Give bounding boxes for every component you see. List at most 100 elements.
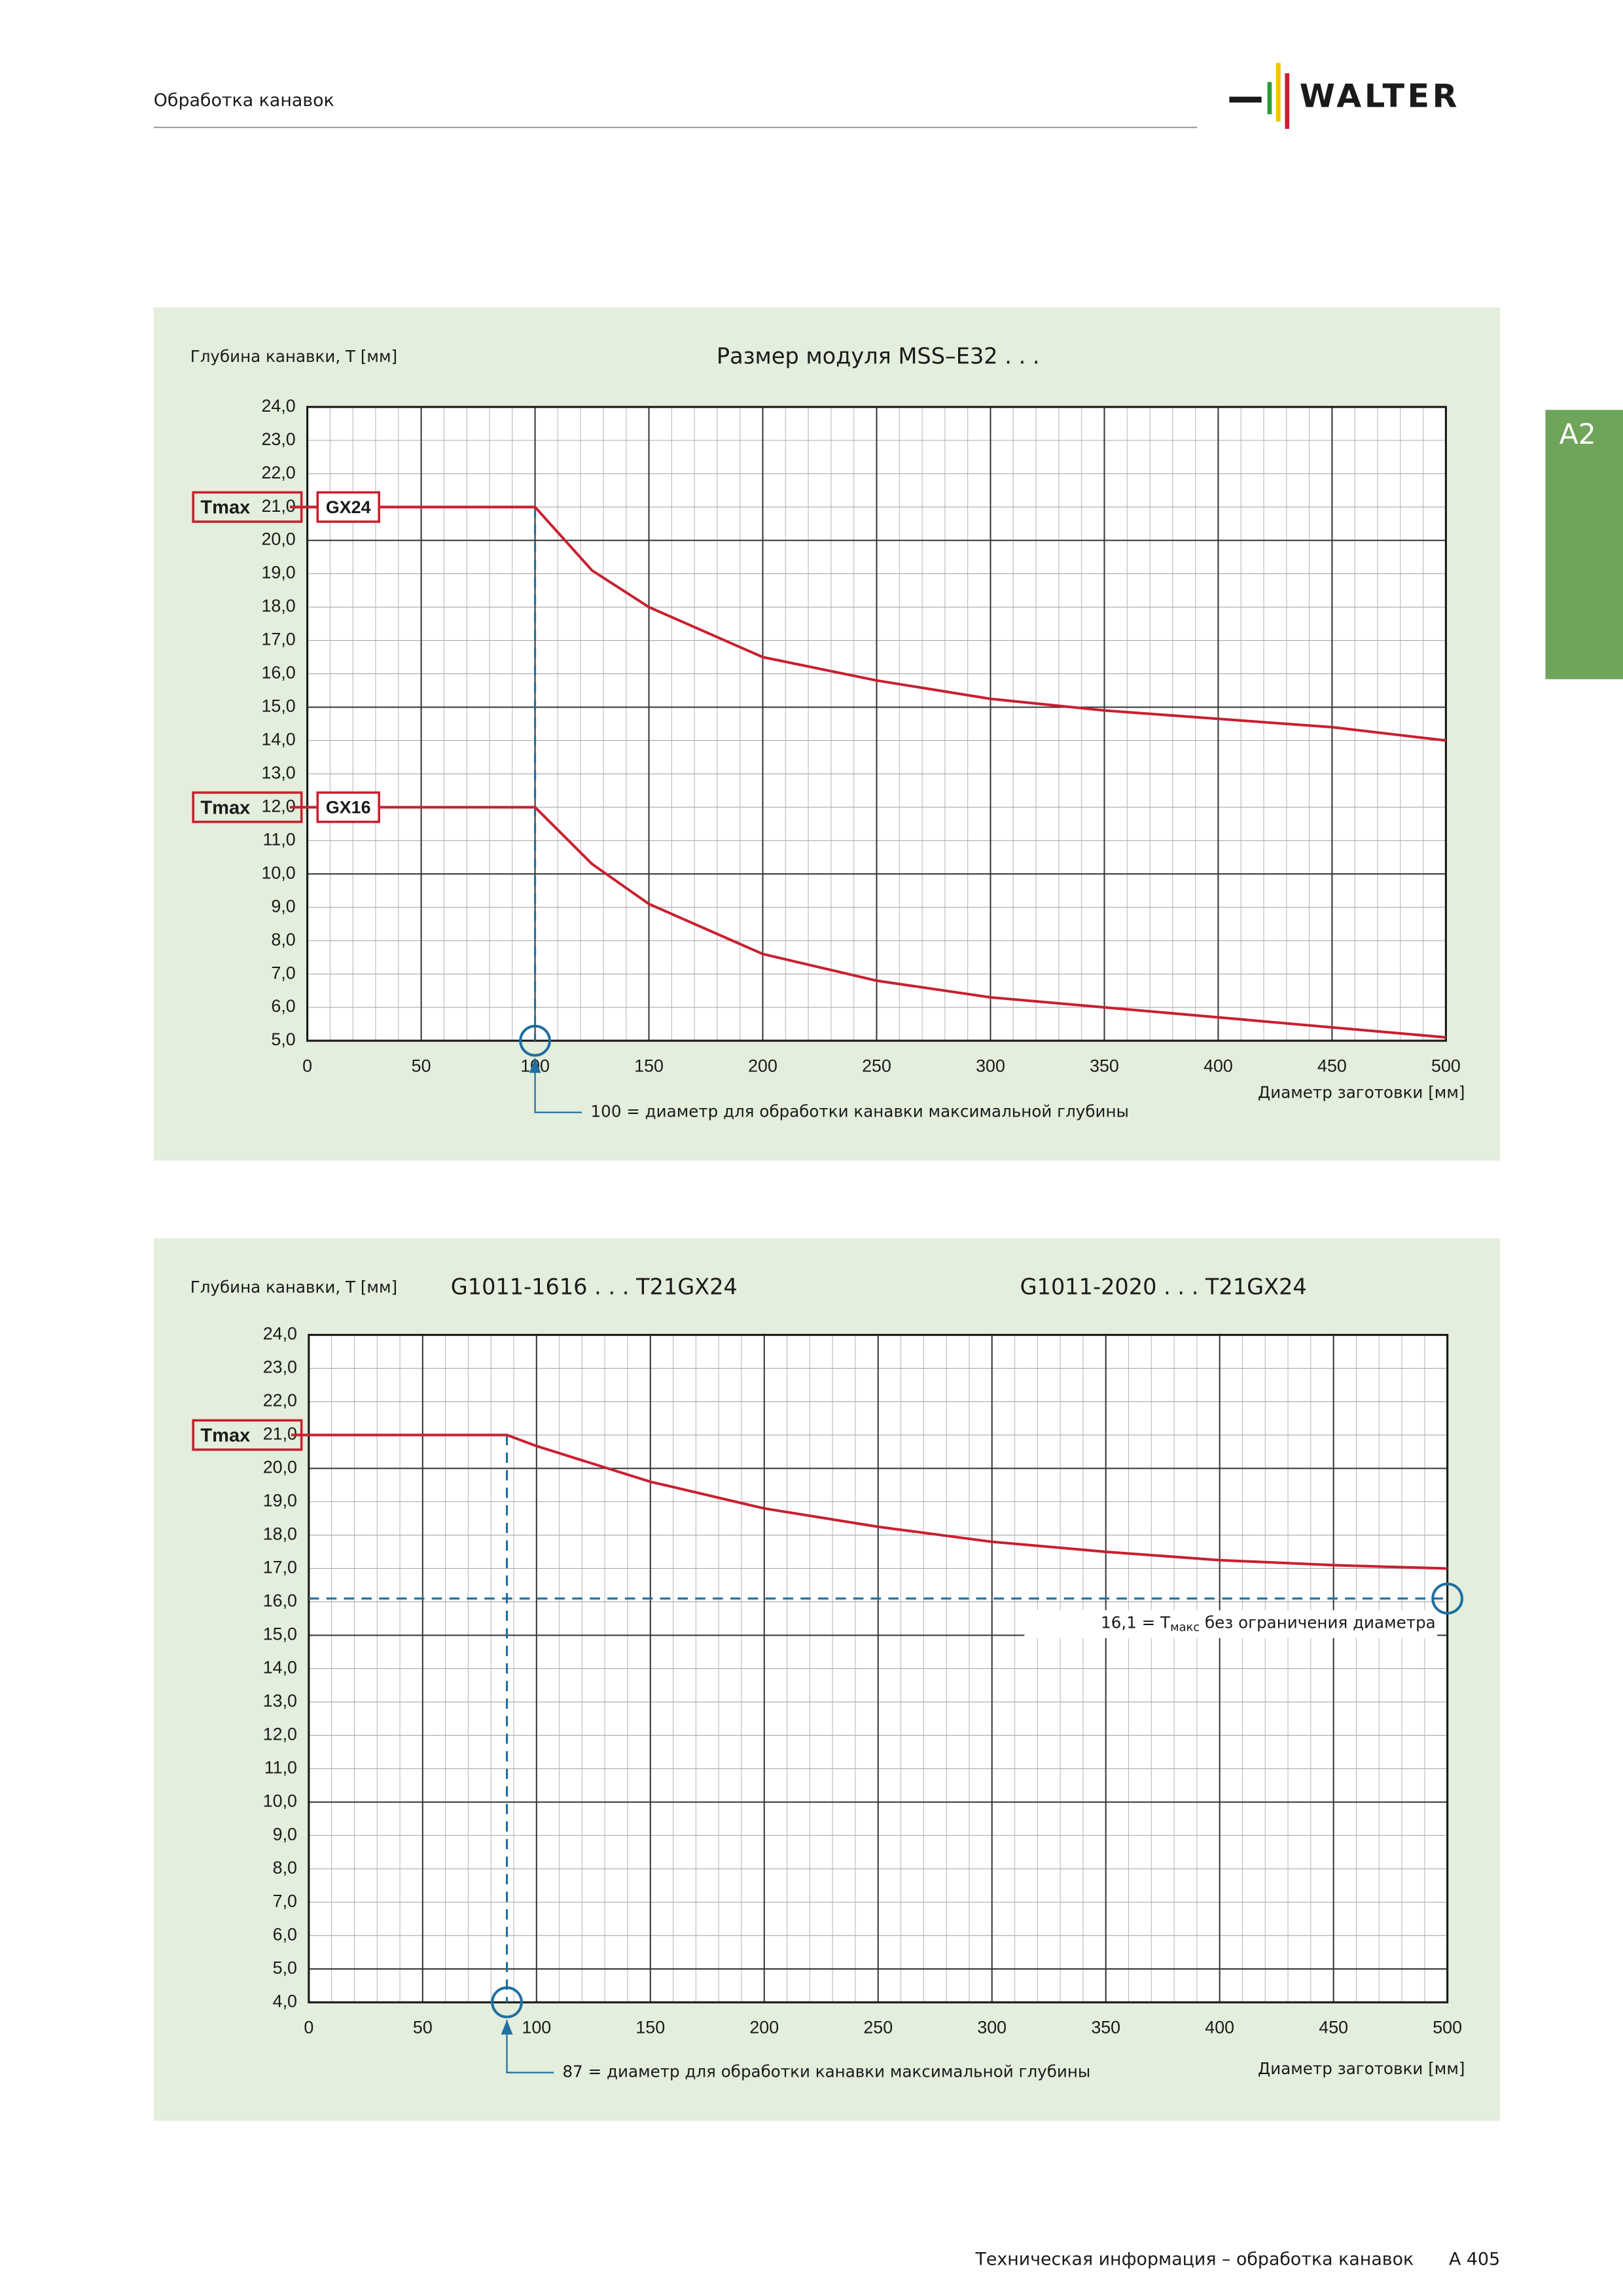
- y-tick-label: 9,0: [271, 896, 295, 916]
- x-tick-label: 250: [863, 2018, 893, 2037]
- tmax-label: Tmax: [200, 797, 250, 818]
- x-tick-label: 400: [1204, 1056, 1233, 1075]
- series-label: GX24: [326, 497, 371, 517]
- y-tick-label: 18,0: [262, 596, 296, 616]
- x-tick-label: 500: [1433, 2018, 1462, 2037]
- x-tick-label: 350: [1090, 1056, 1119, 1075]
- arrow-head: [501, 2020, 513, 2035]
- y-tick-label: 8,0: [271, 929, 295, 949]
- reference-marker: [519, 1024, 551, 1057]
- y-tick-label: 17,0: [263, 1558, 297, 1577]
- arrow-head: [529, 1058, 541, 1073]
- y-tick-label: 24,0: [262, 396, 296, 416]
- y-tick-label: 12,0: [263, 1725, 297, 1744]
- x-tick-label: 50: [413, 2018, 433, 2037]
- x-tick-label: 350: [1091, 2018, 1120, 2037]
- x-tick-label: 200: [749, 2018, 779, 2037]
- x-axis-title: Диаметр заготовки [мм]: [1258, 2059, 1465, 2078]
- x-tick-label: 400: [1205, 2018, 1234, 2037]
- tmax-label: Tmax: [200, 497, 250, 518]
- y-axis-title: Глубина канавки, T [мм]: [190, 1278, 397, 1297]
- y-tick-label: 13,0: [263, 1691, 297, 1711]
- reference-marker: [1431, 1582, 1464, 1615]
- y-tick-label: 23,0: [263, 1357, 297, 1377]
- y-tick-label: 7,0: [273, 1891, 297, 1910]
- y-tick-label: 16,0: [262, 663, 296, 683]
- y-tick-label: 22,0: [262, 463, 296, 482]
- y-tick-label: 13,0: [262, 762, 296, 782]
- y-tick-label: 18,0: [263, 1524, 297, 1544]
- y-tick-label: 19,0: [262, 563, 296, 583]
- x-axis-title: Диаметр заготовки [мм]: [1258, 1083, 1465, 1102]
- data-line: [307, 505, 1446, 742]
- side-tab-label: A2: [1560, 419, 1596, 451]
- y-tick-label: 22,0: [263, 1391, 297, 1410]
- y-tick-label: 23,0: [262, 429, 296, 449]
- x-tick-label: 100: [522, 2018, 551, 2037]
- page-number: A 405: [1449, 2249, 1500, 2269]
- y-tick-label: 20,0: [263, 1458, 297, 1477]
- x-tick-label: 50: [412, 1056, 431, 1075]
- series-box: [316, 491, 380, 523]
- annotation: 100 = диаметр для обработки канавки макс…: [591, 1102, 1129, 1121]
- series-label: GX16: [326, 798, 371, 817]
- x-tick-label: 150: [635, 2018, 665, 2037]
- y-tick-label: 17,0: [262, 630, 296, 649]
- y-tick-label: 7,0: [271, 963, 295, 982]
- y-tick-label: 6,0: [271, 996, 295, 1016]
- data-line: [307, 806, 1446, 1039]
- annotation-backdrop: [1024, 1610, 1437, 1638]
- y-axis-title: Глубина канавки, T [мм]: [190, 347, 397, 366]
- y-tick-label: 16,0: [263, 1591, 297, 1611]
- y-tick-label: 15,0: [263, 1624, 297, 1644]
- side-tab: [1545, 410, 1623, 679]
- annotation-arrow: [534, 1058, 582, 1113]
- x-tick-label: 450: [1319, 2018, 1348, 2037]
- chart-subtitle: G1011-2020 . . . T21GX24: [1020, 1274, 1307, 1300]
- series-box: [316, 791, 380, 823]
- x-tick-label: 300: [976, 1056, 1005, 1075]
- y-tick-label: 19,0: [263, 1491, 297, 1511]
- logo-text: WALTER: [1300, 77, 1460, 115]
- y-tick-label: 5,0: [273, 1958, 297, 1977]
- x-tick-label: 250: [862, 1056, 891, 1075]
- tmax-label: Tmax: [200, 1425, 250, 1446]
- y-tick-label: 8,0: [273, 1857, 297, 1877]
- section-title: Обработка канавок: [154, 90, 334, 111]
- data-line: [308, 1433, 1448, 1570]
- y-tick-label: 5,0: [271, 1030, 295, 1049]
- tmax-box: [192, 791, 303, 823]
- y-tick-label: 4,0: [273, 1991, 297, 2011]
- x-tick-label: 0: [302, 1056, 312, 1075]
- annotation-part: макс: [1170, 1621, 1200, 1634]
- y-tick-label: 6,0: [273, 1924, 297, 1944]
- chart-title: Размер модуля MSS–E32 . . .: [717, 343, 1040, 368]
- reference-marker: [491, 1986, 523, 2018]
- x-tick-label: 500: [1431, 1056, 1461, 1075]
- y-tick-label: 10,0: [263, 1791, 297, 1810]
- plot-frame: [308, 1334, 1449, 2003]
- x-tick-label: 200: [748, 1056, 777, 1075]
- tmax-box: [192, 491, 303, 523]
- y-tick-label: 14,0: [262, 730, 296, 749]
- y-tick-label: 10,0: [262, 863, 296, 882]
- plot-frame: [306, 406, 1447, 1042]
- footer-text: Техническая информация – обработка канав…: [974, 2249, 1414, 2269]
- tmax-box: [192, 1419, 303, 1451]
- x-tick-label: 450: [1317, 1056, 1347, 1075]
- annotation: 87 = диаметр для обработки канавки макси…: [563, 2062, 1091, 2081]
- y-tick-label: 9,0: [273, 1824, 297, 1844]
- y-tick-label: 15,0: [262, 696, 296, 716]
- y-tick-label: 20,0: [262, 529, 296, 549]
- x-tick-label: 0: [304, 2018, 313, 2037]
- y-tick-label: 14,0: [263, 1658, 297, 1677]
- annotation-part: без ограничения диаметра: [1200, 1613, 1436, 1632]
- y-tick-label: 24,0: [263, 1324, 297, 1344]
- annotation-arrow: [506, 2020, 554, 2073]
- annotation: 16,1 = Tмакс без ограничения диаметра: [1101, 1613, 1436, 1634]
- y-tick-label: 11,0: [264, 1757, 297, 1777]
- y-tick-label: 11,0: [262, 829, 295, 849]
- chart-subtitle: G1011-1616 . . . T21GX24: [451, 1274, 738, 1300]
